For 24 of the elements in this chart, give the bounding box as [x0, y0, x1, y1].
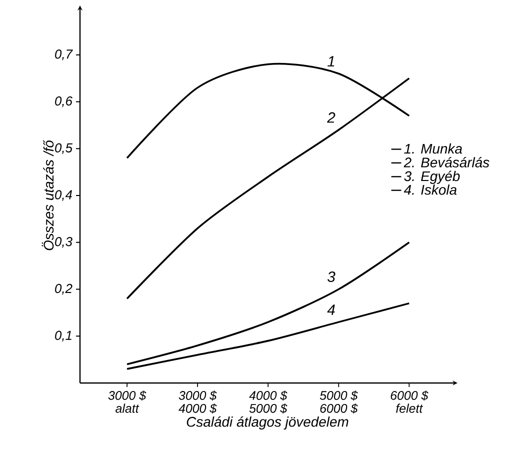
- legend-label: 4. Iskola: [404, 184, 457, 195]
- y-tick-label: 0,3: [55, 237, 72, 248]
- y-axis-title: Összes utazás /fő: [42, 140, 54, 250]
- x-tick-label: 4000 $ 5000 $: [249, 390, 288, 414]
- legend-label: 2. Bevásárlás: [404, 157, 490, 168]
- y-tick-label: 0,5: [55, 143, 73, 154]
- annotation: 4: [327, 304, 335, 315]
- y-tick-label: 0,1: [55, 330, 72, 342]
- legend-label: 1. Munka: [404, 143, 462, 154]
- line-series: [126, 302, 410, 370]
- y-tick-label: 0,2: [55, 284, 72, 295]
- y-tick-label: 0,6: [55, 96, 72, 108]
- legend-label: 3. Egyéb: [404, 170, 460, 184]
- y-tick-label: 0,7: [55, 50, 73, 60]
- y-tick-label: 0,4: [55, 190, 72, 201]
- x-tick-label: 3000 $ alatt: [108, 390, 146, 413]
- annotation: 2: [327, 112, 336, 123]
- annotation: 1: [328, 56, 334, 66]
- x-tick-label: 3000 $ 4000 $: [178, 390, 217, 414]
- x-tick-label: 5000 $ 6000 $: [320, 390, 358, 414]
- line-series: [126, 241, 410, 366]
- annotation: 3: [327, 271, 336, 282]
- x-tick-label: 6000 $ felett: [390, 390, 428, 413]
- x-axis-title: Családi átlagos jövedelem: [186, 416, 348, 430]
